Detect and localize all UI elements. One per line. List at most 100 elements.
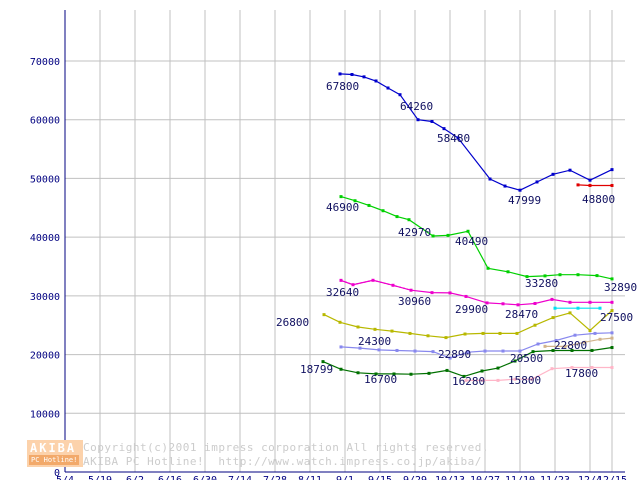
series-line-periwinkle-series bbox=[340, 332, 613, 359]
data-point-marker bbox=[573, 333, 577, 337]
data-point-marker bbox=[590, 365, 594, 369]
data-value-label: 22800 bbox=[554, 339, 587, 352]
y-tick-label: 40000 bbox=[30, 233, 60, 244]
data-point-marker bbox=[350, 73, 354, 77]
x-tick-label: 11/23 bbox=[540, 475, 570, 480]
data-point-marker bbox=[535, 180, 539, 184]
data-point-marker bbox=[407, 218, 411, 222]
y-axis-tick-labels: 0 10000 20000 30000 40000 50000 60000 70000 bbox=[30, 57, 60, 479]
data-value-label: 33280 bbox=[525, 277, 558, 290]
copyright-line-1: Copyright(c)2001 impress corporation All… bbox=[83, 441, 489, 454]
data-value-label: 15800 bbox=[508, 374, 541, 387]
data-value-label: 29900 bbox=[455, 303, 488, 316]
x-tick-label: 11/10 bbox=[505, 475, 535, 480]
data-point-marker bbox=[533, 301, 537, 305]
data-value-label: 46900 bbox=[326, 201, 359, 214]
data-point-marker bbox=[531, 350, 535, 354]
logo-subtitle: PC Hotline! bbox=[29, 455, 80, 465]
data-point-marker bbox=[610, 300, 614, 304]
data-point-marker bbox=[386, 86, 390, 90]
data-point-marker bbox=[533, 323, 537, 327]
data-point-marker bbox=[485, 301, 489, 305]
data-point-marker bbox=[588, 300, 592, 304]
data-point-marker bbox=[395, 215, 399, 219]
x-tick-label: 9/29 bbox=[403, 475, 427, 480]
data-value-label: 64260 bbox=[400, 100, 433, 113]
data-point-marker bbox=[413, 349, 417, 353]
data-point-marker bbox=[551, 316, 555, 320]
data-point-marker bbox=[456, 136, 460, 140]
data-value-label: 48800 bbox=[582, 193, 615, 206]
data-point-marker bbox=[496, 366, 500, 370]
data-value-label: 32890 bbox=[604, 281, 637, 294]
data-point-marker bbox=[576, 306, 580, 310]
data-point-marker bbox=[513, 377, 517, 381]
data-point-marker bbox=[496, 378, 500, 382]
data-point-marker bbox=[390, 329, 394, 333]
data-point-marker bbox=[427, 371, 431, 375]
data-point-marker bbox=[543, 344, 547, 348]
x-tick-label: 6/30 bbox=[193, 475, 217, 480]
y-tick-label: 0 bbox=[54, 468, 60, 479]
x-tick-label: 12/15 bbox=[597, 475, 627, 480]
data-point-marker bbox=[610, 365, 614, 369]
data-value-label: 30960 bbox=[398, 295, 431, 308]
data-point-marker bbox=[498, 331, 502, 335]
x-tick-label: 10/13 bbox=[435, 475, 465, 480]
data-point-marker bbox=[483, 349, 487, 353]
data-value-label: 24300 bbox=[358, 335, 391, 348]
data-point-marker bbox=[570, 348, 574, 352]
x-tick-label: 10/27 bbox=[470, 475, 500, 480]
y-tick-label: 30000 bbox=[30, 292, 60, 303]
data-value-label: 18799 bbox=[300, 363, 333, 376]
data-point-marker bbox=[506, 270, 510, 274]
data-point-marker bbox=[356, 325, 360, 329]
data-point-marker bbox=[530, 377, 534, 381]
data-point-marker bbox=[550, 367, 554, 371]
data-point-marker bbox=[462, 374, 466, 378]
series-line-red-series bbox=[577, 184, 612, 187]
data-point-marker bbox=[610, 168, 614, 172]
data-point-marker bbox=[610, 336, 614, 340]
data-point-marker bbox=[430, 291, 434, 295]
y-tick-label: 70000 bbox=[30, 57, 60, 68]
data-point-marker bbox=[551, 348, 555, 352]
y-tick-label: 10000 bbox=[30, 409, 60, 420]
series-line-blue-series bbox=[339, 73, 613, 191]
copyright-line-2: AKIBA PC Hotline! http://www.watch.impre… bbox=[83, 455, 482, 468]
data-point-marker bbox=[338, 72, 342, 76]
data-value-label: 42970 bbox=[398, 226, 431, 239]
data-value-label: 22890 bbox=[438, 348, 471, 361]
data-point-marker bbox=[576, 183, 580, 187]
x-tick-label: 9/1 bbox=[336, 475, 354, 480]
series-line-magenta-series bbox=[340, 279, 612, 306]
x-tick-label: 7/28 bbox=[263, 475, 287, 480]
data-point-marker bbox=[588, 328, 592, 332]
data-point-marker bbox=[610, 346, 614, 350]
data-point-marker bbox=[568, 168, 572, 172]
data-value-label: 27500 bbox=[600, 311, 633, 324]
data-point-marker bbox=[543, 274, 547, 278]
data-point-marker bbox=[610, 331, 614, 335]
data-point-marker bbox=[339, 278, 343, 282]
data-point-marker bbox=[568, 300, 572, 304]
data-value-label: 47999 bbox=[508, 194, 541, 207]
y-tick-label: 20000 bbox=[30, 351, 60, 362]
data-point-marker bbox=[590, 348, 594, 352]
data-point-marker bbox=[448, 356, 452, 360]
data-point-marker bbox=[367, 203, 371, 207]
data-point-marker bbox=[466, 350, 470, 354]
data-point-marker bbox=[488, 177, 492, 181]
akiba-pc-hotline-logo: AKIBA PC Hotline! bbox=[27, 440, 83, 467]
data-point-marker bbox=[481, 331, 485, 335]
data-point-marker bbox=[576, 273, 580, 277]
data-point-marker bbox=[486, 266, 490, 270]
data-point-marker bbox=[464, 378, 468, 382]
data-point-marker bbox=[553, 306, 557, 310]
data-value-label: 16700 bbox=[364, 373, 397, 386]
data-point-marker bbox=[431, 234, 435, 238]
data-point-marker bbox=[362, 75, 366, 79]
x-axis-tick-labels: 5/4 5/19 6/2 6/16 6/30 7/14 7/28 8/11 9/1 9/15 9/2… bbox=[56, 475, 627, 480]
data-point-marker bbox=[551, 172, 555, 176]
